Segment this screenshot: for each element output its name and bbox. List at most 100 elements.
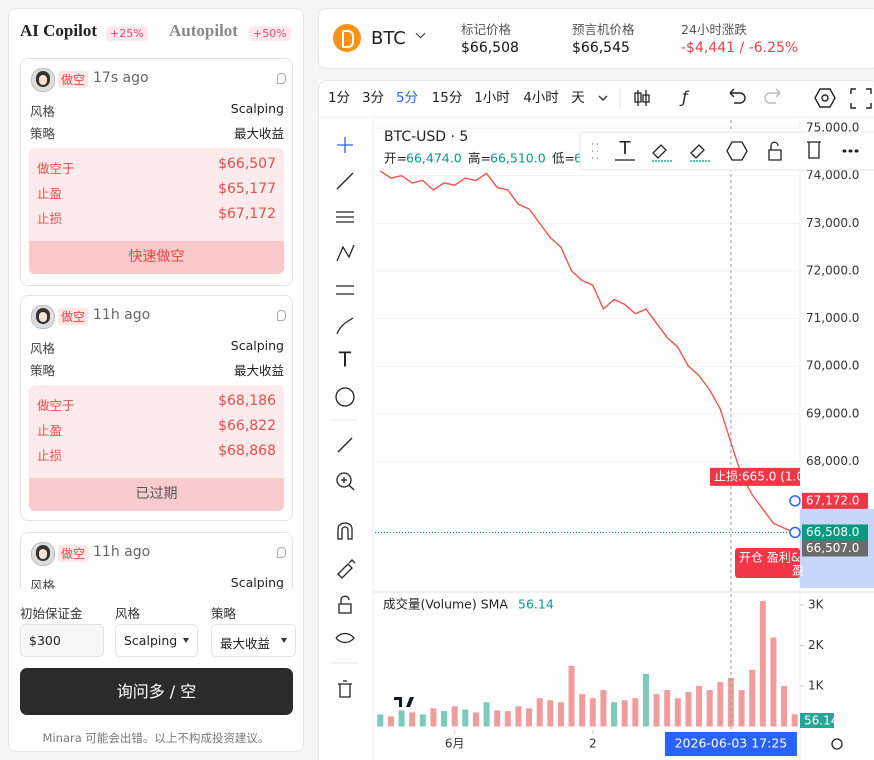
order-label-bg — [710, 467, 800, 486]
zoom-tool — [336, 472, 352, 488]
volume-bar — [494, 710, 501, 727]
signal-time: 17s ago — [93, 70, 149, 86]
drawing-tool[interactable] — [336, 472, 355, 491]
stat-label: 标记价格 — [461, 22, 512, 37]
x-tick-label: 2 — [589, 737, 597, 751]
symbol[interactable]: BTC — [371, 28, 406, 49]
volume-bar — [579, 694, 586, 727]
price-label: 66,507.0 — [806, 541, 859, 555]
volume-bar — [451, 706, 458, 727]
drawing-tool[interactable] — [336, 172, 354, 190]
drawing-tool[interactable] — [335, 387, 355, 407]
undo-icon — [729, 88, 746, 104]
volume-bar — [791, 714, 798, 727]
detail-value: 最大收益 — [233, 363, 284, 378]
drawing-tool[interactable] — [336, 285, 354, 295]
drawing-tool[interactable] — [338, 595, 352, 614]
y-tick-label: 69,000.0 — [806, 406, 859, 420]
drawing-tool[interactable]: T — [338, 348, 352, 372]
field-input[interactable]: $300 — [20, 624, 104, 657]
interval-button[interactable]: 1小时 — [474, 90, 510, 106]
interval-button[interactable]: 15分 — [432, 90, 463, 106]
zoom-handle — [341, 477, 355, 491]
volume-bar — [621, 700, 628, 727]
volume-title: 成交量(Volume) SMA — [383, 597, 508, 612]
volume-bar — [536, 698, 543, 727]
pin-icon — [277, 547, 286, 558]
interval-button[interactable]: 5分 — [396, 90, 418, 106]
avatar-face — [39, 75, 47, 85]
drag-handle — [592, 143, 598, 159]
drawing-tool[interactable] — [337, 559, 356, 579]
order-box: 做空于 $68,186 止盈 $66,822 止损 $68,868 已过期 — [29, 385, 284, 511]
volume-bar — [526, 708, 533, 727]
volume-bar — [462, 709, 469, 727]
price-line — [379, 170, 795, 534]
tool-icon — [337, 522, 353, 540]
order-action[interactable]: 快速做空 — [29, 241, 284, 274]
field-value: $300 — [29, 633, 61, 648]
avatar-face — [39, 549, 47, 559]
ask-button[interactable]: 询问多 / 空 — [20, 668, 293, 715]
price-label-bg — [802, 524, 868, 541]
order-label: 做空于 — [37, 398, 75, 413]
stat-value: $66,545 — [572, 40, 630, 56]
avatar-face — [39, 312, 47, 322]
tab[interactable]: Autopilot — [169, 21, 238, 40]
volume-bar — [387, 716, 394, 727]
field-label: 风格 — [115, 606, 141, 621]
volume-bar — [419, 714, 426, 727]
ohlc-value: 6 — [574, 151, 582, 166]
volume-bar — [547, 700, 554, 727]
volume-bar — [770, 637, 777, 727]
order-label: 止损 — [37, 448, 63, 463]
order-value: $66,822 — [218, 418, 276, 434]
volume-bar — [642, 673, 649, 727]
order-label: 盈 — [792, 564, 804, 578]
drawing-tool[interactable] — [337, 137, 353, 153]
redo-icon — [764, 88, 781, 104]
volume-bar — [409, 712, 416, 727]
detail-value: Scalping — [230, 338, 284, 353]
detail-value: 最大收益 — [233, 126, 284, 141]
drawing-tool[interactable] — [338, 680, 352, 698]
interval-button[interactable]: 4小时 — [523, 90, 559, 106]
tv-logo — [390, 692, 418, 710]
y-tick-label: 68,000.0 — [806, 454, 859, 468]
drawing-tool[interactable] — [335, 632, 355, 644]
order-value: $66,507 — [218, 156, 276, 172]
field-input[interactable]: 最大收益 — [211, 624, 296, 657]
tool-icon — [338, 595, 352, 614]
volume-bar — [674, 698, 681, 727]
emoji-tool — [335, 387, 355, 407]
drawing-tool[interactable] — [337, 522, 353, 540]
drawing-tool[interactable] — [336, 317, 354, 335]
interval-button[interactable]: 天 — [571, 90, 585, 106]
interval-button[interactable]: 1分 — [328, 90, 350, 106]
sma-label: 56.14 — [804, 714, 838, 728]
tv-logo-mark — [394, 697, 414, 707]
dropdown-arrow — [183, 638, 189, 643]
field-value: Scalping — [124, 633, 178, 648]
field-input[interactable]: Scalping — [115, 624, 198, 657]
drawing-tool[interactable] — [337, 437, 353, 453]
tab[interactable]: AI Copilot — [20, 21, 97, 40]
avatar — [31, 305, 55, 329]
copilot-panel: AI Copilot +25% Autopilot +50% 做空 17s ago 风格 Sc… — [8, 8, 304, 752]
x-tick-label: 6月 — [445, 737, 465, 751]
y-tick-label: 2K — [808, 638, 825, 652]
drawing-tool[interactable] — [336, 211, 354, 223]
interval-button[interactable]: 3分 — [362, 90, 384, 106]
volume-bar — [653, 694, 660, 727]
detail-label: 策略 — [30, 363, 56, 378]
float-icons — [615, 141, 821, 161]
text-style-icon: T — [619, 138, 632, 159]
drawing-tool[interactable] — [336, 244, 355, 262]
y-tick-label: 72,000.0 — [806, 263, 859, 277]
volume-sma: 56.14 — [518, 597, 554, 612]
y-tick-label: 1K — [808, 679, 825, 693]
detail-value: Scalping — [230, 101, 284, 116]
price-label: 67,172.0 — [806, 493, 859, 507]
detail-label: 风格 — [30, 104, 56, 119]
